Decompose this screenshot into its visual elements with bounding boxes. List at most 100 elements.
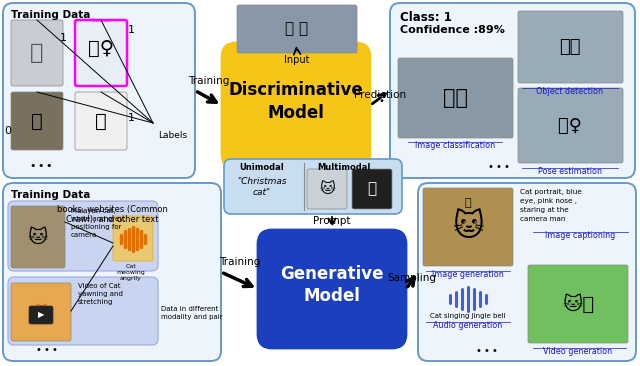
Text: Training: Training	[188, 75, 229, 86]
Text: •: •	[491, 346, 497, 356]
Text: •: •	[43, 345, 49, 355]
Text: camera: camera	[71, 232, 97, 238]
Text: cat": cat"	[253, 188, 271, 197]
Text: Confidence :89%: Confidence :89%	[400, 25, 505, 35]
Text: Cat: Cat	[125, 264, 136, 269]
Text: Cat singing Jingle bell: Cat singing Jingle bell	[430, 313, 506, 319]
Text: eye, pink nose ,: eye, pink nose ,	[520, 198, 577, 204]
Text: Multimodal: Multimodal	[317, 163, 371, 172]
Text: 🧍: 🧍	[30, 43, 44, 63]
Text: Video of Cat: Video of Cat	[78, 283, 120, 289]
Text: Pose estimation: Pose estimation	[538, 167, 602, 176]
Text: positioning for: positioning for	[71, 224, 122, 230]
Text: •: •	[475, 346, 481, 356]
Text: meowing: meowing	[116, 270, 145, 275]
Text: •: •	[38, 161, 44, 171]
Text: 🎅: 🎅	[465, 198, 471, 208]
Text: Object detection: Object detection	[536, 87, 604, 96]
Text: staring at the: staring at the	[520, 207, 569, 213]
FancyBboxPatch shape	[11, 283, 71, 341]
Text: 🐱: 🐱	[319, 182, 335, 197]
Text: Training Data: Training Data	[11, 10, 90, 20]
Text: Training: Training	[219, 257, 260, 267]
FancyBboxPatch shape	[518, 11, 623, 83]
FancyBboxPatch shape	[258, 230, 406, 348]
Text: Unimodal: Unimodal	[239, 163, 284, 172]
Text: Training Data: Training Data	[11, 190, 90, 200]
Text: •: •	[487, 162, 493, 172]
FancyBboxPatch shape	[113, 216, 153, 261]
FancyBboxPatch shape	[418, 183, 636, 361]
FancyBboxPatch shape	[11, 206, 65, 268]
Text: •: •	[45, 161, 52, 171]
FancyBboxPatch shape	[390, 3, 635, 178]
Text: Input: Input	[284, 55, 310, 65]
FancyBboxPatch shape	[222, 43, 370, 168]
Text: 🐱: 🐱	[28, 228, 48, 246]
FancyBboxPatch shape	[237, 5, 357, 53]
Text: 🕺 👯: 🕺 👯	[285, 22, 308, 37]
Text: stretching: stretching	[78, 299, 113, 305]
FancyBboxPatch shape	[75, 20, 127, 86]
Text: Discriminative
Model: Discriminative Model	[228, 81, 364, 122]
Text: 🕺💃: 🕺💃	[559, 38, 580, 56]
FancyBboxPatch shape	[423, 188, 513, 266]
FancyBboxPatch shape	[224, 159, 402, 214]
Text: Sampling: Sampling	[387, 273, 436, 283]
Text: 0: 0	[4, 126, 12, 136]
FancyBboxPatch shape	[307, 169, 347, 209]
Text: 🐈: 🐈	[367, 182, 376, 197]
Text: Audio generation: Audio generation	[433, 321, 502, 330]
Text: white and grey,: white and grey,	[71, 216, 125, 222]
Text: Data in different: Data in different	[161, 306, 218, 312]
Text: •: •	[35, 345, 41, 355]
FancyBboxPatch shape	[518, 88, 623, 163]
Text: 1: 1	[127, 113, 134, 123]
Text: Prompt: Prompt	[313, 216, 351, 226]
Text: camera man: camera man	[520, 216, 565, 222]
Text: •: •	[51, 345, 57, 355]
Text: modality and pair: modality and pair	[161, 314, 223, 320]
Text: Prediction: Prediction	[354, 90, 406, 101]
Text: Video generation: Video generation	[543, 347, 612, 356]
Text: Crawl), and other text: Crawl), and other text	[66, 215, 158, 224]
Text: 🕺💃: 🕺💃	[442, 88, 467, 108]
Text: 1: 1	[127, 25, 134, 35]
Text: Cat portrait, blue: Cat portrait, blue	[520, 189, 582, 195]
FancyBboxPatch shape	[352, 169, 392, 209]
Text: yawning and: yawning and	[78, 291, 123, 297]
Text: 🐱: 🐱	[35, 306, 47, 318]
Text: 1: 1	[60, 33, 67, 43]
Text: ▶: ▶	[38, 310, 44, 320]
FancyBboxPatch shape	[3, 3, 195, 178]
Text: angrily: angrily	[120, 276, 142, 281]
Text: •: •	[29, 161, 36, 171]
Text: "Christmas: "Christmas	[237, 177, 287, 186]
Text: 🤸‍♀️: 🤸‍♀️	[558, 117, 582, 135]
Text: Human: Human	[90, 19, 113, 23]
Text: •: •	[503, 162, 509, 172]
Text: Image classification: Image classification	[415, 141, 495, 150]
Text: Generative
Model: Generative Model	[280, 265, 384, 305]
Text: 🤺: 🤺	[95, 112, 107, 131]
FancyBboxPatch shape	[8, 201, 158, 271]
Text: Image captioning: Image captioning	[545, 231, 615, 240]
FancyBboxPatch shape	[11, 20, 63, 86]
FancyBboxPatch shape	[528, 265, 628, 343]
Text: 🐱: 🐱	[452, 212, 484, 242]
Text: 💃: 💃	[31, 112, 43, 131]
FancyBboxPatch shape	[11, 92, 63, 150]
FancyBboxPatch shape	[3, 183, 221, 361]
Text: Image generation: Image generation	[432, 270, 504, 279]
Text: Malayan cat,: Malayan cat,	[71, 208, 116, 214]
FancyBboxPatch shape	[75, 92, 127, 150]
Text: Class: 1: Class: 1	[400, 11, 452, 24]
Text: books, websites (Common: books, websites (Common	[56, 205, 168, 214]
Text: •: •	[495, 162, 501, 172]
FancyBboxPatch shape	[398, 58, 513, 138]
Text: 🐱🎄: 🐱🎄	[562, 294, 594, 314]
FancyBboxPatch shape	[29, 306, 53, 324]
Text: Labels: Labels	[158, 131, 187, 140]
FancyBboxPatch shape	[8, 277, 158, 345]
Text: 🧍‍♀️: 🧍‍♀️	[88, 38, 114, 57]
